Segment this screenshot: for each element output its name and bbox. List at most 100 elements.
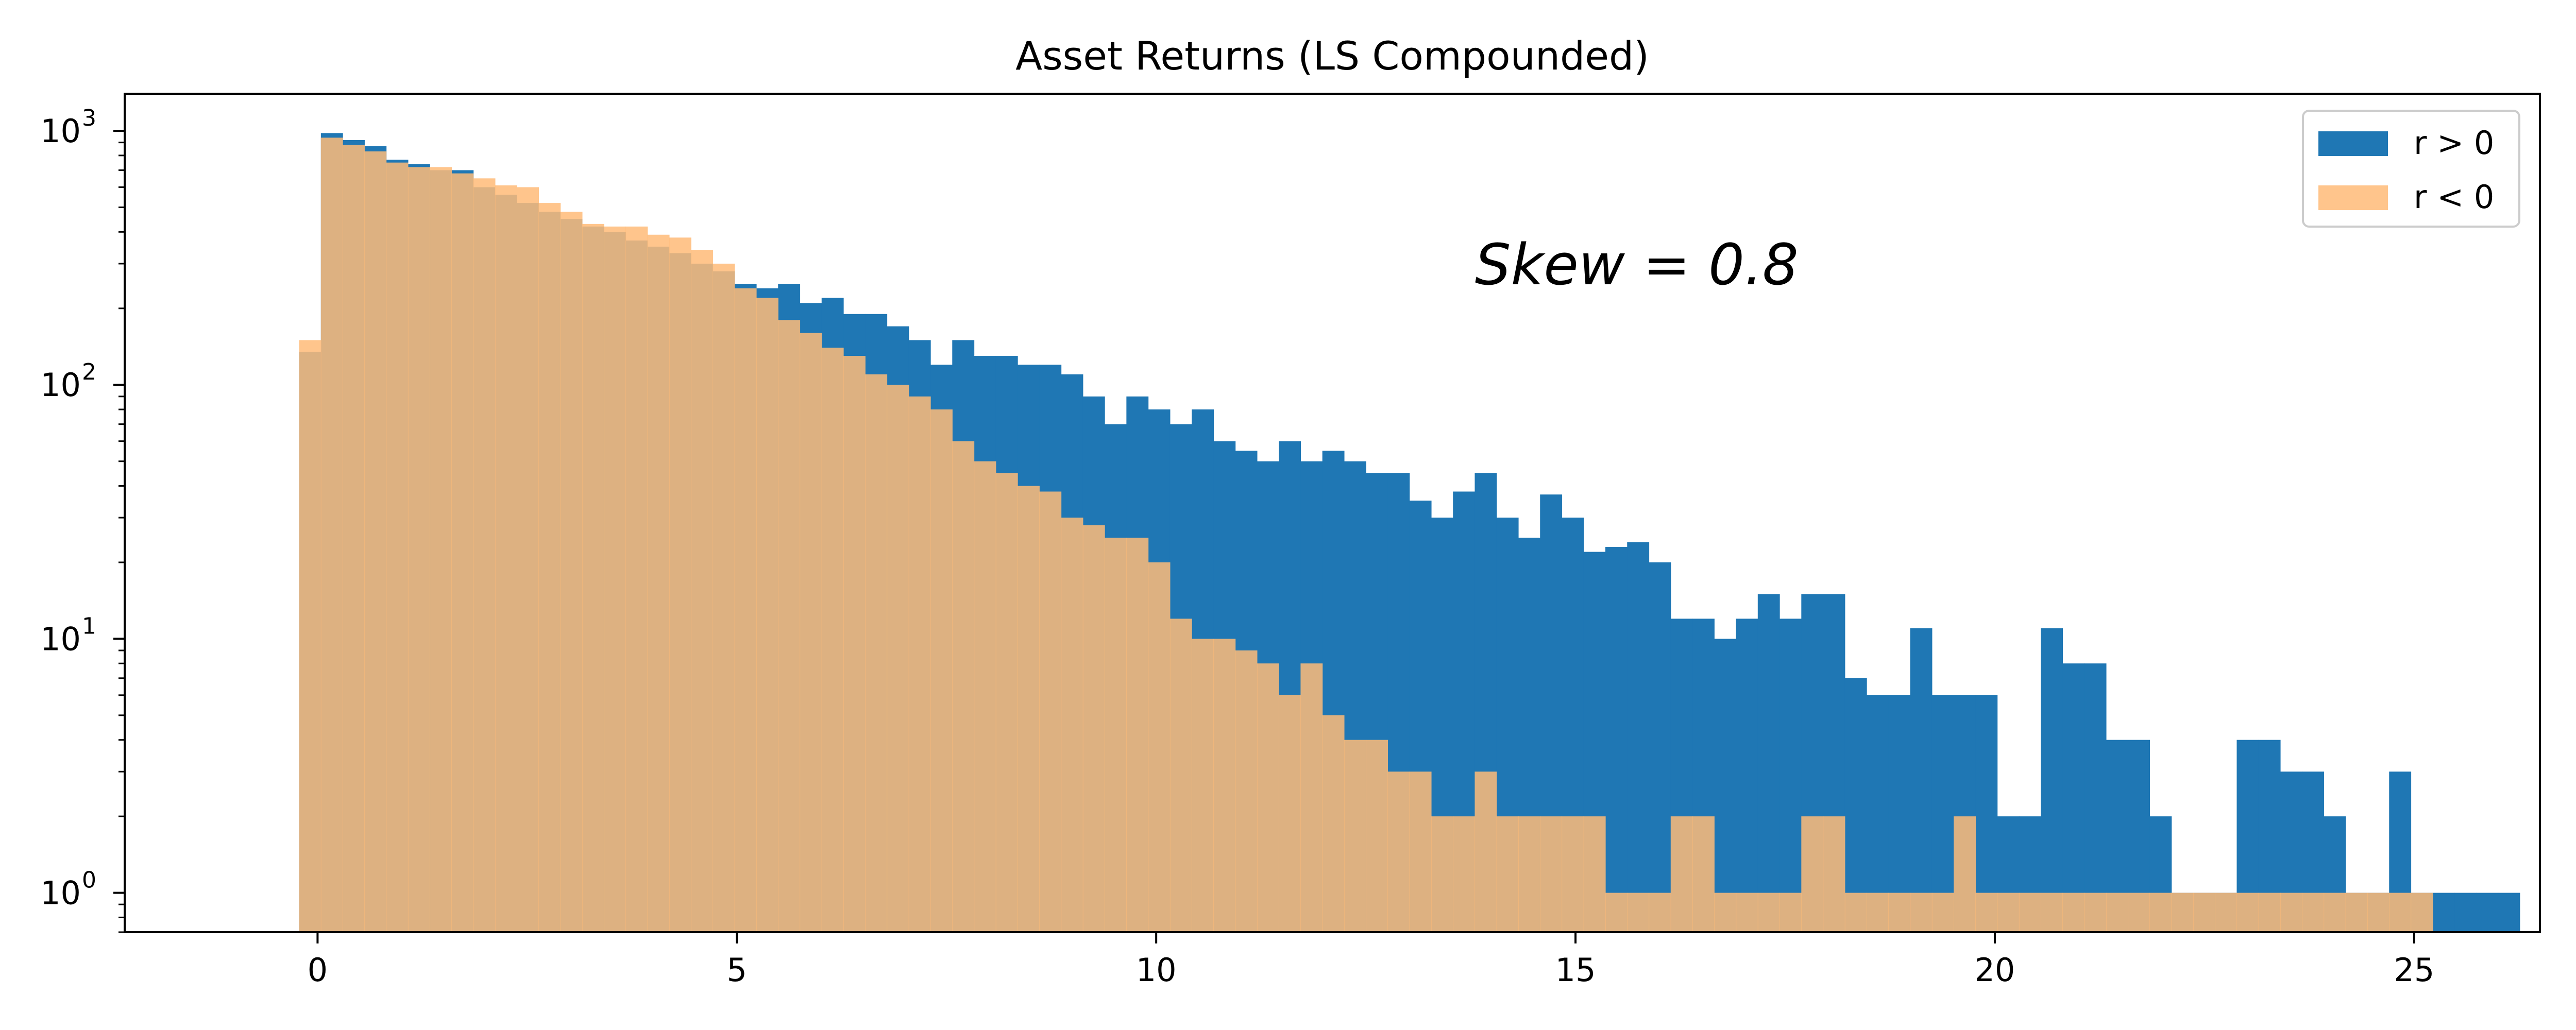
histogram-bar xyxy=(2193,892,2215,932)
histogram-bar xyxy=(1126,538,1149,932)
y-tick-exponent: 3 xyxy=(82,105,96,131)
histogram-bar xyxy=(2041,628,2063,932)
histogram-bar xyxy=(908,396,931,932)
histogram-bar xyxy=(2084,663,2107,932)
histogram-bar xyxy=(1757,594,1780,932)
histogram-bar xyxy=(2498,892,2520,932)
histogram-bar xyxy=(734,288,757,932)
histogram-bar xyxy=(778,320,801,932)
histogram-bar xyxy=(2128,892,2150,932)
histogram-bar xyxy=(1583,816,1606,932)
histogram-bar xyxy=(1627,542,1650,932)
histogram-bar xyxy=(800,333,822,932)
histogram-bar xyxy=(1213,639,1236,932)
histogram-bar xyxy=(1627,892,1650,932)
histogram-bar xyxy=(1192,639,1214,932)
y-tick-label: 10 xyxy=(40,620,81,658)
histogram-bar xyxy=(1997,892,2020,932)
histogram-bar xyxy=(669,237,691,932)
histogram-bar xyxy=(1605,892,1628,932)
bars-layer xyxy=(299,133,2520,933)
plot-frame xyxy=(124,93,2541,933)
histogram-bar xyxy=(1540,816,1563,932)
histogram-bar xyxy=(2215,892,2238,932)
histogram-bar xyxy=(604,226,626,932)
histogram-bar xyxy=(1496,816,1519,932)
legend-swatch xyxy=(2318,131,2388,156)
histogram-bar xyxy=(2106,892,2128,932)
series-negative xyxy=(299,138,2433,933)
histogram-bar xyxy=(1954,816,1976,932)
histogram-bar xyxy=(1409,771,1432,932)
histogram-bar xyxy=(299,340,321,932)
histogram-bar xyxy=(343,145,365,933)
histogram-bar xyxy=(1692,816,1715,932)
histogram-bar xyxy=(1148,562,1171,932)
y-tick-exponent: 2 xyxy=(82,359,96,385)
histogram-bar xyxy=(713,263,735,933)
histogram-bar xyxy=(408,167,430,933)
histogram-bar xyxy=(1844,678,1867,932)
chart-title: Asset Returns (LS Compounded) xyxy=(1015,33,1649,79)
histogram-bar xyxy=(1105,538,1127,932)
histogram-bar xyxy=(2258,892,2281,932)
histogram-bar xyxy=(1910,892,1933,932)
histogram-bar xyxy=(1714,639,1737,932)
histogram-bar xyxy=(1975,892,1998,932)
histogram-bar xyxy=(538,203,561,932)
histogram-bar xyxy=(1061,518,1083,932)
histogram-bar xyxy=(1714,892,1737,932)
histogram-bar xyxy=(1344,740,1366,932)
histogram-bar xyxy=(1780,892,1802,932)
histogram-bar xyxy=(2062,892,2085,932)
histogram-bar xyxy=(2019,892,2041,932)
histogram-bar xyxy=(364,151,387,933)
x-tick-label: 20 xyxy=(1974,951,2015,989)
legend-swatch xyxy=(2318,185,2388,210)
histogram-bar xyxy=(2171,892,2194,932)
histogram-bar xyxy=(1366,740,1388,932)
histogram-bar xyxy=(2236,892,2259,932)
histogram-bar xyxy=(1888,695,1911,932)
histogram-bar xyxy=(1910,628,1933,932)
histogram-bar xyxy=(2041,892,2063,932)
histogram-bar xyxy=(1757,892,1780,932)
histogram-bar xyxy=(1867,695,1889,932)
histogram-bar xyxy=(625,226,648,932)
histogram-bar xyxy=(2084,892,2107,932)
legend-label: r > 0 xyxy=(2414,124,2494,162)
histogram-bar xyxy=(2302,892,2325,932)
histogram-bar xyxy=(865,374,888,932)
histogram-bar xyxy=(1279,695,1301,932)
histogram-bar xyxy=(691,250,714,932)
histogram-bar xyxy=(843,356,866,932)
histogram-bar xyxy=(1736,892,1758,932)
x-tick-label: 10 xyxy=(1136,951,1177,989)
histogram-bar xyxy=(995,473,1018,932)
histogram-bar xyxy=(1823,816,1845,932)
y-tick-label: 10 xyxy=(40,366,81,404)
histogram-bar xyxy=(1518,816,1540,932)
histogram-bar xyxy=(2432,892,2455,932)
histogram-bar xyxy=(1780,619,1802,932)
histogram-bar xyxy=(2324,892,2346,932)
y-tick-exponent: 0 xyxy=(82,867,96,894)
histogram-bar xyxy=(1039,491,1062,932)
histogram-bar xyxy=(1300,663,1323,932)
histogram-bar xyxy=(1975,695,1998,932)
histogram-bar xyxy=(974,461,996,932)
y-tick-exponent: 1 xyxy=(82,613,96,639)
histogram-bar xyxy=(1649,562,1671,932)
histogram-bar xyxy=(821,348,844,933)
histogram-bar xyxy=(1605,547,1628,932)
histogram-bar xyxy=(1888,892,1911,932)
histogram-bar xyxy=(2411,892,2433,932)
histogram-bar xyxy=(1170,619,1192,932)
histogram-bar xyxy=(1867,892,1889,932)
histogram-bar xyxy=(887,385,909,932)
x-tick-label: 0 xyxy=(308,951,328,989)
histogram-bar xyxy=(430,167,452,933)
histogram-bar xyxy=(517,187,539,933)
